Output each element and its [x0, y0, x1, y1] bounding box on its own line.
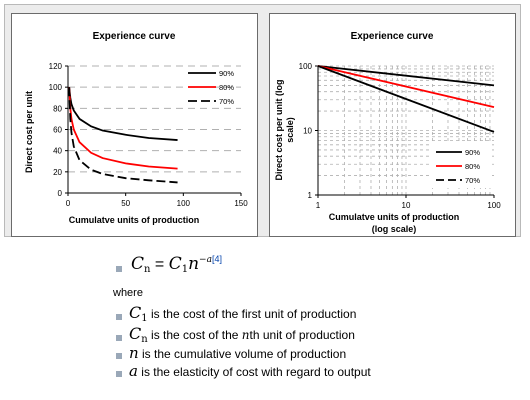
- formula-n: n: [188, 254, 200, 274]
- legend-label: 80%: [219, 83, 234, 92]
- series-line-90%: [68, 87, 178, 141]
- def-symbol-sub: n: [141, 334, 148, 345]
- chart-title: Experience curve: [93, 31, 176, 42]
- def-symbol: a: [129, 362, 138, 380]
- y-tick-label: 1: [308, 191, 313, 200]
- legend-label: 70%: [219, 97, 234, 106]
- def-symbol: n: [129, 344, 139, 362]
- y-axis-label-line2: scale): [285, 117, 295, 143]
- def-text-2: th unit of production: [249, 328, 355, 342]
- y-tick-label: 80: [53, 104, 62, 113]
- x-axis-label-line2: (log scale): [372, 224, 417, 234]
- x-tick-label: 10: [402, 201, 411, 210]
- y-tick-label: 100: [299, 62, 313, 71]
- y-axis-label: Direct cost per unit (log: [274, 79, 284, 180]
- y-tick-label: 40: [53, 147, 62, 156]
- x-axis-label: Cumulatve units of production: [329, 212, 460, 222]
- def-text: is the elasticity of cost with regard to…: [137, 365, 371, 379]
- series-line-70%: [68, 87, 178, 184]
- formula-lhs: C: [131, 254, 145, 274]
- linear-chart-panel: Experience curve 0 20 40 60 80 100 120 0 50 100 150…: [11, 13, 258, 237]
- y-tick-label: 60: [53, 126, 62, 135]
- bullet: [116, 371, 122, 377]
- x-tick-label: 50: [121, 199, 130, 208]
- y-tick-label: 10: [303, 127, 312, 136]
- series-line-80%: [68, 87, 178, 170]
- legend-label: 80%: [465, 162, 480, 171]
- formula-rhs-sub: 1: [181, 264, 189, 275]
- log-chart-panel: Experience curve 1 10 100 1 10 100 Cumulatve un…: [269, 13, 516, 237]
- y-tick-label: 100: [49, 83, 63, 92]
- bullet: [116, 335, 122, 341]
- definition-cn: Cn is the cost of the nth unit of produc…: [129, 324, 355, 345]
- series-line-90%: [317, 65, 495, 87]
- bullet: [116, 353, 122, 359]
- def-symbol: C: [129, 324, 142, 343]
- def-text: is the cost of the: [147, 328, 242, 342]
- experience-curve-figure: Experience curve 0 20 40 60 80 100 120 0 50 100 150…: [4, 4, 521, 237]
- x-tick-label: 1: [316, 201, 321, 210]
- x-tick-label: 100: [487, 201, 501, 210]
- experience-curve-formula: Cn = C1n−a[4]: [131, 254, 222, 275]
- formula-exponent: −a: [199, 255, 212, 265]
- legend-label: 90%: [219, 69, 234, 78]
- linear-chart: Experience curve 0 20 40 60 80 100 120 0 50 100 150…: [24, 31, 248, 225]
- definition-c1: C1 is the cost of the first unit of prod…: [129, 303, 356, 324]
- definition-a: a is the elasticity of cost with regard …: [129, 362, 371, 380]
- formula-lhs-sub: n: [144, 264, 151, 275]
- legend-label: 70%: [465, 176, 480, 185]
- def-symbol-sub: 1: [141, 313, 148, 324]
- bullet: [116, 314, 122, 320]
- x-axis-label: Cumulatve units of production: [69, 215, 200, 225]
- def-mid-symbol: n: [241, 328, 250, 342]
- def-symbol: C: [129, 303, 142, 322]
- y-tick-label: 0: [58, 189, 63, 198]
- formula-section: Cn = C1n−a[4] where C1 is the cost of th…: [0, 240, 530, 400]
- series-line-80%: [317, 65, 495, 109]
- formula-rhs: C: [168, 254, 182, 274]
- log-chart: Experience curve 1 10 100 1 10 100 Cumulatve un…: [274, 31, 501, 234]
- y-axis-label: Direct cost per unit: [24, 91, 34, 173]
- legend-label: 90%: [465, 148, 480, 157]
- bullet: [116, 266, 122, 272]
- def-text: is the cumulative volume of production: [138, 347, 347, 361]
- series-line-70%: [317, 65, 495, 133]
- x-tick-label: 100: [177, 199, 191, 208]
- formula-equals: =: [150, 256, 169, 273]
- def-text: is the cost of the first unit of product…: [147, 307, 357, 321]
- y-tick-label: 120: [49, 62, 63, 71]
- where-label: where: [113, 287, 143, 299]
- citation-link[interactable]: [4]: [211, 254, 222, 264]
- x-tick-label: 0: [66, 199, 71, 208]
- definition-n: n is the cumulative volume of production: [129, 344, 346, 362]
- chart-title: Experience curve: [351, 31, 434, 42]
- x-tick-label: 150: [234, 199, 248, 208]
- y-tick-label: 20: [53, 168, 62, 177]
